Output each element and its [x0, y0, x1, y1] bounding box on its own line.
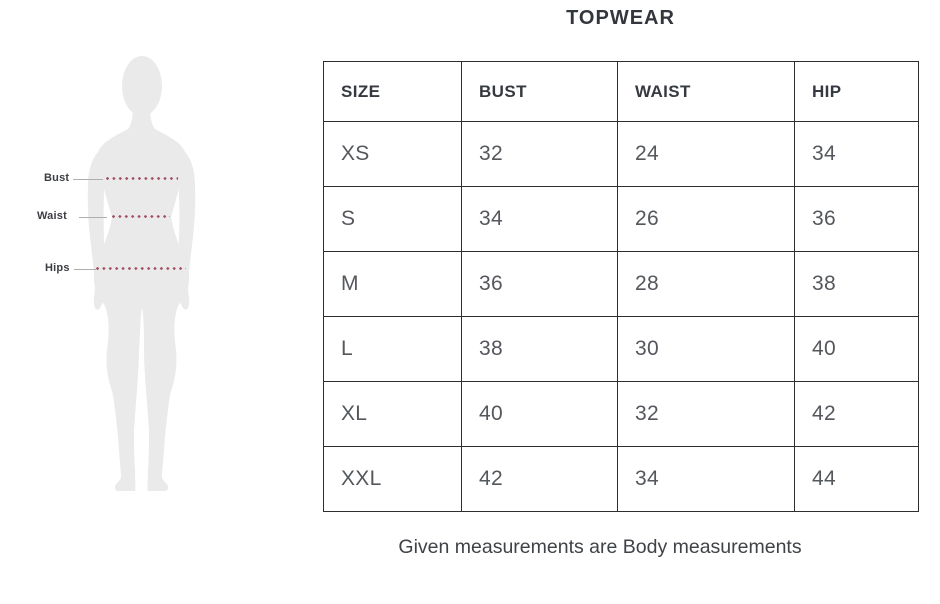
table-row: XL 40 32 42 — [323, 381, 919, 447]
leader-line-bust — [73, 179, 103, 180]
cell-size: XS — [323, 121, 462, 187]
cell-waist: 24 — [617, 121, 795, 187]
cell-waist: 34 — [617, 446, 795, 512]
cell-size: M — [323, 251, 462, 317]
cell-bust: 36 — [461, 251, 618, 317]
cell-bust: 40 — [461, 381, 618, 447]
table-row: XS 32 24 34 — [323, 121, 919, 187]
header-cell-bust: BUST — [461, 61, 618, 122]
cell-size: S — [323, 186, 462, 252]
cell-bust: 34 — [461, 186, 618, 252]
measurement-label-hips: Hips — [45, 262, 70, 274]
leader-line-waist — [79, 217, 107, 218]
cell-hip: 36 — [794, 186, 919, 252]
cell-bust: 38 — [461, 316, 618, 382]
header-cell-size: SIZE — [323, 61, 462, 122]
page-title: TOPWEAR — [566, 7, 675, 29]
cell-size: XXL — [323, 446, 462, 512]
table-row: S 34 26 36 — [323, 186, 919, 252]
body-measurement-figure — [55, 50, 235, 495]
size-chart-table: SIZE BUST WAIST HIP XS 32 24 34 S 34 26 … — [323, 61, 919, 512]
measurement-note: Given measurements are Body measurements — [398, 536, 802, 558]
dotted-measure-line-bust — [106, 177, 178, 180]
cell-waist: 28 — [617, 251, 795, 317]
cell-size: XL — [323, 381, 462, 447]
table-header-row: SIZE BUST WAIST HIP — [323, 61, 919, 122]
cell-waist: 32 — [617, 381, 795, 447]
dotted-measure-line-waist — [112, 215, 170, 218]
cell-hip: 40 — [794, 316, 919, 382]
female-silhouette-icon — [87, 56, 196, 491]
cell-bust: 42 — [461, 446, 618, 512]
cell-hip: 34 — [794, 121, 919, 187]
leader-line-hips — [74, 269, 96, 270]
dotted-measure-line-hips — [96, 267, 186, 270]
measurement-label-bust: Bust — [44, 172, 70, 184]
header-cell-waist: WAIST — [617, 61, 795, 122]
cell-waist: 30 — [617, 316, 795, 382]
table-row: M 36 28 38 — [323, 251, 919, 317]
cell-waist: 26 — [617, 186, 795, 252]
cell-bust: 32 — [461, 121, 618, 187]
table-row: L 38 30 40 — [323, 316, 919, 382]
header-cell-hip: HIP — [794, 61, 919, 122]
cell-hip: 44 — [794, 446, 919, 512]
cell-hip: 38 — [794, 251, 919, 317]
cell-size: L — [323, 316, 462, 382]
table-row: XXL 42 34 44 — [323, 446, 919, 512]
cell-hip: 42 — [794, 381, 919, 447]
measurement-label-waist: Waist — [37, 210, 67, 222]
